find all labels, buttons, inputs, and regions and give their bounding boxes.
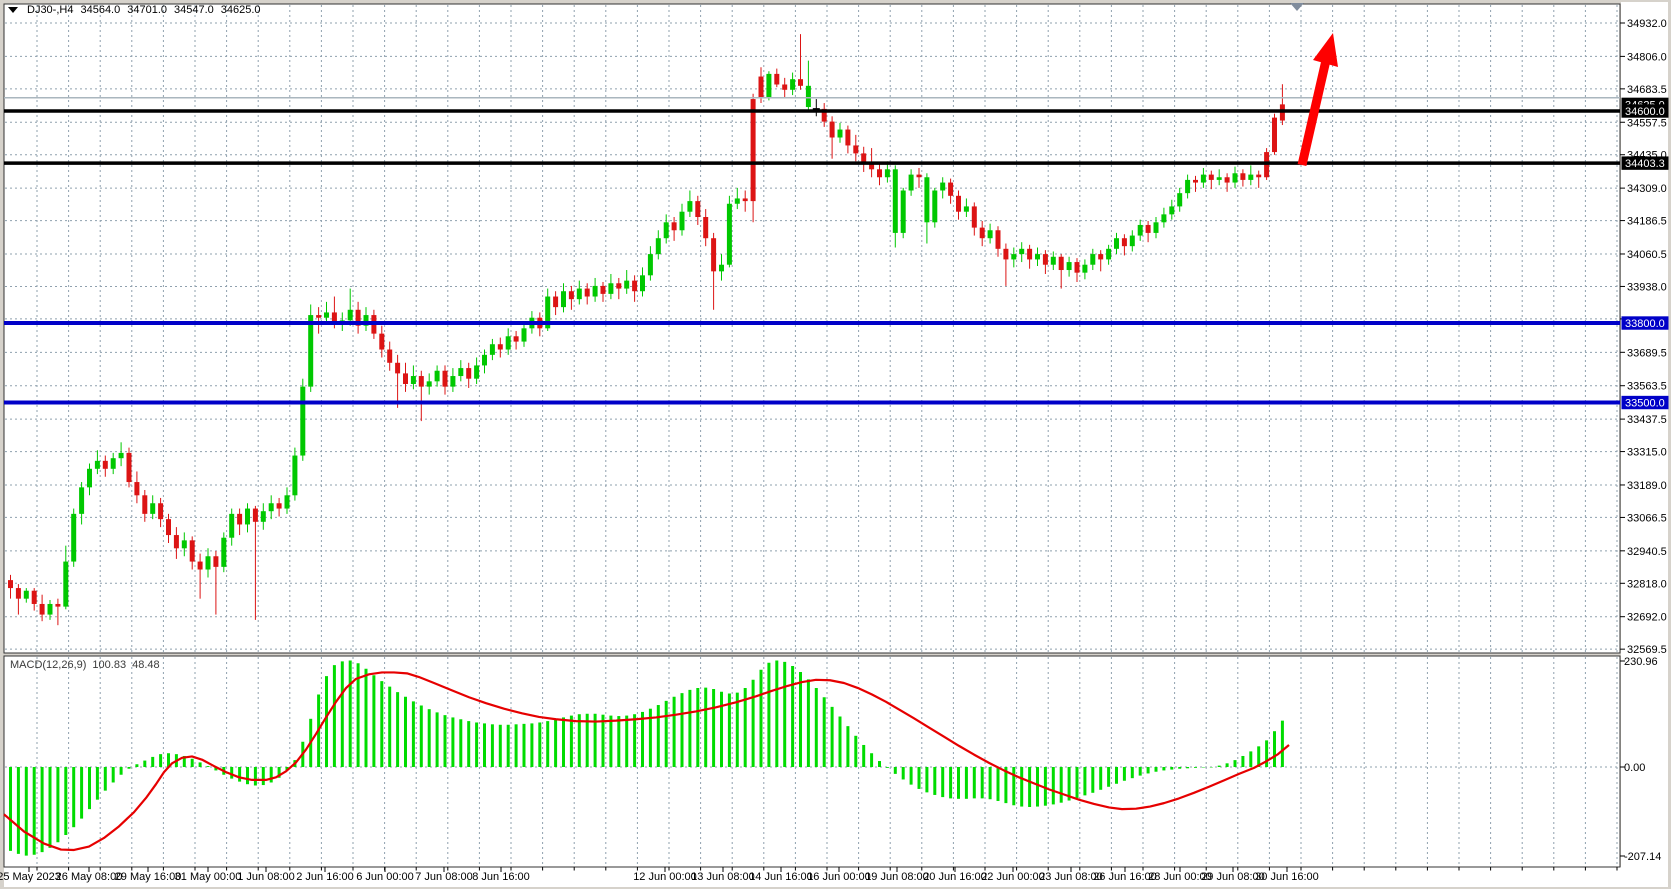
svg-text:14 Jun 16:00: 14 Jun 16:00 bbox=[749, 871, 813, 883]
svg-text:34557.5: 34557.5 bbox=[1627, 117, 1667, 129]
svg-text:8 Jun 16:00: 8 Jun 16:00 bbox=[472, 871, 530, 883]
svg-text:33189.0: 33189.0 bbox=[1627, 480, 1667, 492]
svg-text:34186.5: 34186.5 bbox=[1627, 216, 1667, 228]
grid bbox=[5, 5, 1619, 866]
macd-signal-value: 48.48 bbox=[132, 659, 160, 671]
price-label-34600.0 bbox=[1621, 104, 1669, 118]
svg-text:26 May 08:00: 26 May 08:00 bbox=[56, 871, 123, 883]
candles-layer bbox=[8, 34, 1285, 626]
svg-text:230.96: 230.96 bbox=[1624, 656, 1658, 668]
chart-shift-icon[interactable] bbox=[1290, 3, 1304, 11]
svg-text:33563.5: 33563.5 bbox=[1627, 381, 1667, 393]
macd-main-value: 100.83 bbox=[92, 659, 127, 671]
svg-text:33689.5: 33689.5 bbox=[1627, 347, 1667, 359]
trend-arrow-shaft[interactable] bbox=[1297, 60, 1330, 167]
symbol-dropdown-icon bbox=[8, 7, 18, 13]
chart-annotations[interactable] bbox=[1290, 3, 1338, 167]
symbol-ohlc-info: DJ30-,H4 34564.0 34701.0 34547.0 34625.0 bbox=[8, 4, 261, 16]
macd-label: MACD(12,26,9) bbox=[10, 659, 87, 671]
svg-text:28 Jun 00:00: 28 Jun 00:00 bbox=[1148, 871, 1212, 883]
svg-text:12 Jun 00:00: 12 Jun 00:00 bbox=[633, 871, 697, 883]
svg-text:32818.0: 32818.0 bbox=[1627, 578, 1667, 590]
svg-text:1 Jun 08:00: 1 Jun 08:00 bbox=[237, 871, 295, 883]
svg-text:0.00: 0.00 bbox=[1624, 762, 1645, 774]
svg-text:20 Jun 16:00: 20 Jun 16:00 bbox=[923, 871, 987, 883]
ohlc-close: 34625.0 bbox=[220, 4, 261, 16]
svg-text:32692.0: 32692.0 bbox=[1627, 612, 1667, 624]
macd-indicator-info: MACD(12,26,9) 100.83 48.48 bbox=[10, 659, 160, 671]
svg-text:2 Jun 16:00: 2 Jun 16:00 bbox=[296, 871, 354, 883]
svg-text:26 Jun 16:00: 26 Jun 16:00 bbox=[1093, 871, 1157, 883]
svg-text:33938.0: 33938.0 bbox=[1627, 281, 1667, 293]
svg-text:25 May 2023: 25 May 2023 bbox=[0, 871, 61, 883]
ohlc-low: 34547.0 bbox=[174, 4, 214, 16]
axis-labels[interactable]: 34932.034806.034683.534557.534435.034309… bbox=[0, 18, 1669, 883]
svg-text:23 Jun 08:00: 23 Jun 08:00 bbox=[1039, 871, 1103, 883]
svg-text:7 Jun 08:00: 7 Jun 08:00 bbox=[415, 871, 473, 883]
trend-arrow-head[interactable] bbox=[1313, 33, 1338, 67]
svg-text:33500.0: 33500.0 bbox=[1625, 398, 1665, 410]
svg-text:33066.5: 33066.5 bbox=[1627, 512, 1667, 524]
svg-text:33315.0: 33315.0 bbox=[1627, 447, 1667, 459]
svg-text:34932.0: 34932.0 bbox=[1627, 18, 1667, 30]
svg-text:34309.0: 34309.0 bbox=[1627, 183, 1667, 195]
macd-indicator-layer bbox=[3, 660, 1290, 856]
svg-text:6 Jun 00:00: 6 Jun 00:00 bbox=[356, 871, 414, 883]
svg-text:34806.0: 34806.0 bbox=[1627, 51, 1667, 63]
svg-text:34403.3: 34403.3 bbox=[1625, 158, 1665, 170]
svg-text:19 Jun 08:00: 19 Jun 08:00 bbox=[865, 871, 929, 883]
svg-text:34683.5: 34683.5 bbox=[1627, 84, 1667, 96]
svg-text:22 Jun 00:00: 22 Jun 00:00 bbox=[981, 871, 1045, 883]
price-label-33500.0 bbox=[1621, 395, 1669, 410]
price-label-34403.3 bbox=[1621, 156, 1669, 170]
svg-text:32940.5: 32940.5 bbox=[1627, 546, 1667, 558]
symbol-period-label: DJ30-,H4 bbox=[27, 4, 74, 16]
svg-text:33437.5: 33437.5 bbox=[1627, 414, 1667, 426]
svg-text:16 Jun 00:00: 16 Jun 00:00 bbox=[807, 871, 871, 883]
svg-text:13 Jun 08:00: 13 Jun 08:00 bbox=[691, 871, 755, 883]
pane-backgrounds bbox=[3, 2, 1668, 887]
svg-text:31 May 00:00: 31 May 00:00 bbox=[175, 871, 242, 883]
svg-text:-207.14: -207.14 bbox=[1624, 851, 1661, 863]
svg-text:30 Jun 16:00: 30 Jun 16:00 bbox=[1255, 871, 1319, 883]
svg-text:33800.0: 33800.0 bbox=[1625, 318, 1665, 330]
ohlc-open: 34564.0 bbox=[80, 4, 121, 16]
svg-text:34600.0: 34600.0 bbox=[1625, 106, 1665, 118]
svg-text:34060.5: 34060.5 bbox=[1627, 249, 1667, 261]
svg-text:29 May 16:00: 29 May 16:00 bbox=[115, 871, 182, 883]
svg-text:32569.5: 32569.5 bbox=[1627, 644, 1667, 656]
ohlc-high: 34701.0 bbox=[127, 4, 167, 16]
horizontal-level-lines[interactable] bbox=[4, 96, 1620, 405]
svg-text:29 Jun 08:00: 29 Jun 08:00 bbox=[1201, 871, 1265, 883]
price-label-33800.0 bbox=[1621, 316, 1669, 330]
